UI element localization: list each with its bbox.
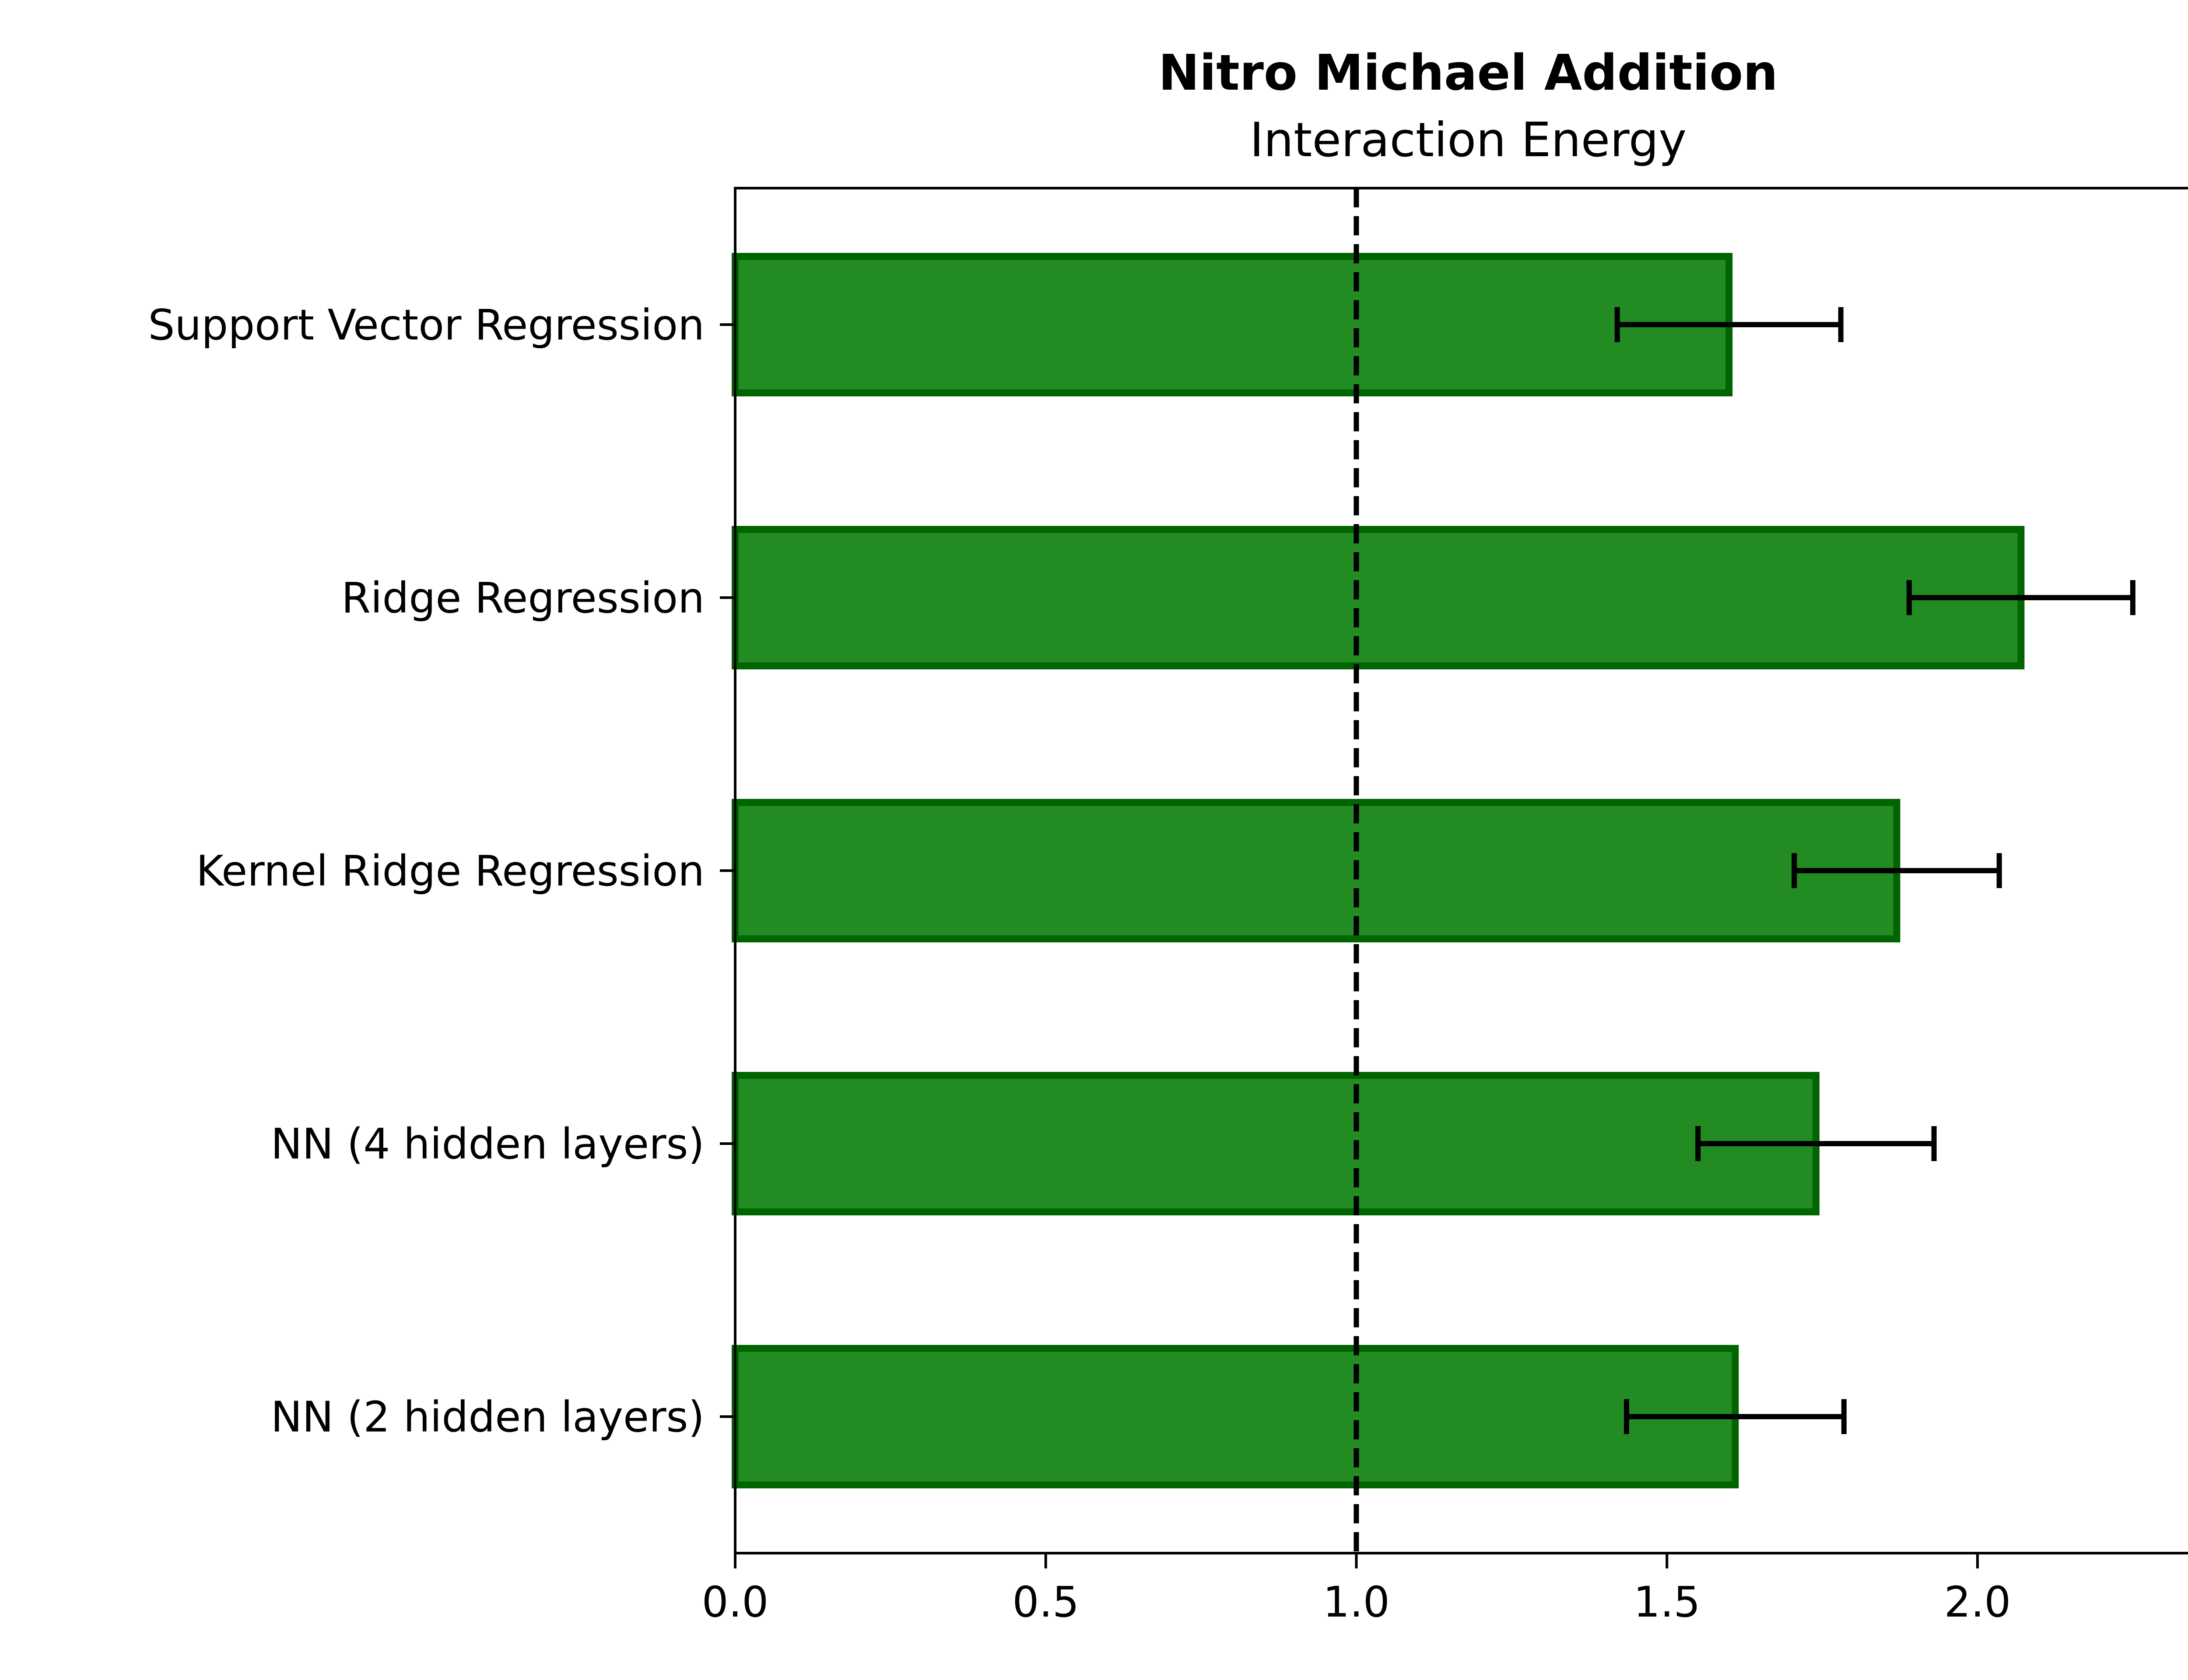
bar <box>732 253 1733 396</box>
chart-subtitle: Interaction Energy <box>1250 113 1687 168</box>
x-tick-label: 1.0 <box>1323 1578 1390 1627</box>
y-tick-label: NN (4 hidden layers) <box>271 1120 705 1169</box>
y-tick-label: Ridge Regression <box>341 574 705 623</box>
chart-title: Nitro Michael Addition <box>1158 45 1778 102</box>
bar <box>732 799 1900 942</box>
y-tick-label: NN (2 hidden layers) <box>271 1393 705 1442</box>
x-tick-label: 2.0 <box>1944 1578 2011 1627</box>
y-tick-label: Kernel Ridge Regression <box>196 847 705 896</box>
x-tick-label: 1.5 <box>1634 1578 1701 1627</box>
bar <box>732 1345 1739 1488</box>
x-tick-label: 0.5 <box>1012 1578 1079 1627</box>
x-tick-label: 0.0 <box>702 1578 769 1627</box>
y-tick-label: Support Vector Regression <box>148 301 705 350</box>
bar <box>732 1072 1820 1215</box>
plot-area: Support Vector Regression Ridge Regressio… <box>148 187 2188 1627</box>
bar <box>732 526 2025 669</box>
